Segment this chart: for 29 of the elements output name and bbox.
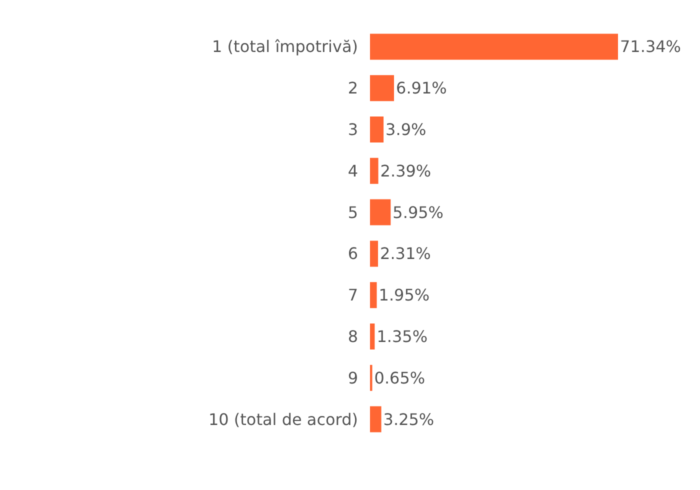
y-tick-label: 5 [348, 202, 358, 222]
y-tick-label: 1 (total împotrivă) [212, 37, 358, 56]
bar [370, 282, 377, 308]
y-tick-label: 8 [348, 327, 358, 346]
y-tick-label: 6 [348, 244, 358, 264]
bar [370, 158, 378, 184]
y-tick-label: 7 [348, 286, 358, 305]
data-label: 2.39% [380, 161, 432, 180]
y-tick-label: 10 (total de acord) [208, 410, 358, 429]
data-label: 3.9% [386, 120, 426, 139]
data-label: 5.95% [392, 202, 444, 222]
data-label: 71.34% [620, 37, 682, 56]
data-label: 2.31% [380, 244, 431, 264]
bar [370, 240, 378, 267]
y-tick-label: 2 [348, 78, 358, 98]
y-tick-label: 4 [348, 161, 358, 180]
y-tick-label: 9 [348, 368, 358, 388]
bar [370, 199, 391, 226]
y-tick-label: 3 [348, 120, 358, 139]
data-label: 1.35% [376, 327, 428, 346]
data-label: 0.65% [374, 368, 426, 388]
bar [370, 406, 382, 432]
bar [370, 75, 394, 102]
data-label: 3.25% [383, 410, 434, 429]
bar [370, 116, 384, 142]
bar [370, 324, 375, 350]
bar [370, 34, 618, 60]
data-label: 1.95% [378, 286, 430, 305]
data-label: 6.91% [396, 78, 447, 98]
